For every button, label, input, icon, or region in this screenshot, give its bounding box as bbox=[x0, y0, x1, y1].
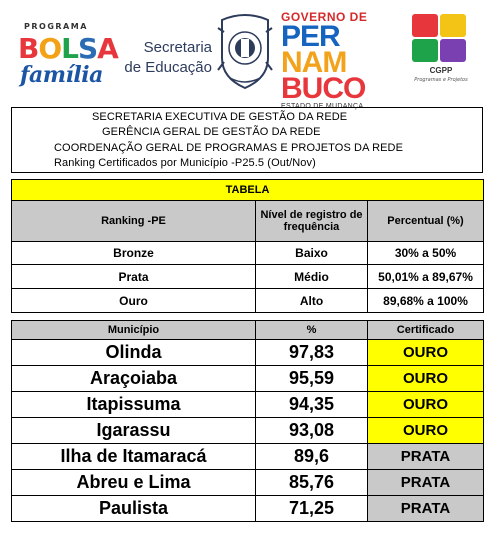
certificado-cell: PRATA bbox=[367, 443, 484, 470]
secretaria-educacao-text: Secretaria de Educação bbox=[124, 39, 212, 76]
title-line-1: SECRETARIA EXECUTIVA DE GESTÃO DA REDE bbox=[92, 111, 348, 123]
bolsa-word: BOLSA bbox=[18, 32, 119, 65]
table-row: Prata Médio 50,01% a 89,67% bbox=[11, 264, 485, 289]
municipio-cell: Araçoiaba bbox=[11, 365, 256, 392]
per-text: PER bbox=[281, 20, 341, 53]
title-line-2: GERÊNCIA GERAL DE GESTÃO DA REDE bbox=[102, 126, 321, 138]
percent-cell: 85,76 bbox=[255, 469, 368, 496]
header-percentual: Percentual (%) bbox=[366, 200, 485, 242]
table-row: Paulista 71,25 PRATA bbox=[11, 495, 484, 522]
municipio-cell: Abreu e Lima bbox=[11, 469, 256, 496]
table-row: Araçoiaba 95,59 OURO bbox=[11, 365, 484, 392]
header-percent: % bbox=[255, 320, 368, 340]
header-ranking-pe: Ranking -PE bbox=[11, 200, 256, 242]
certificado-cell: OURO bbox=[367, 417, 484, 444]
table-row: Ouro Alto 89,68% a 100% bbox=[11, 288, 485, 313]
cgpp-title: CGPP bbox=[429, 66, 453, 75]
bolsa-familia-logo: PROGRAMA BOLSA família bbox=[14, 20, 119, 90]
percent-cell: 94,35 bbox=[255, 391, 368, 418]
buco-text: BUCO bbox=[281, 72, 366, 105]
tabela-reference-table: TABELA Ranking -PE Nível de registro de … bbox=[10, 179, 485, 313]
table-row: Olinda 97,83 OURO bbox=[11, 339, 484, 366]
certificado-cell: PRATA bbox=[367, 469, 484, 496]
estado-de-mudanca-text: ESTADO DE MUDANÇA bbox=[281, 103, 364, 110]
tabela-label: TABELA bbox=[10, 179, 485, 201]
bolsa-programa-text: PROGRAMA bbox=[24, 22, 88, 31]
certificado-cell: PRATA bbox=[367, 495, 484, 522]
municipio-cell: Olinda bbox=[11, 339, 256, 366]
cgpp-subtitle: Programas e Projetos bbox=[414, 77, 468, 83]
percent-cell: 71,25 bbox=[255, 495, 368, 522]
title-line-4: Ranking Certificados por Município -P25.… bbox=[54, 157, 316, 169]
pernambuco-crest-icon bbox=[217, 14, 273, 90]
certificado-cell: OURO bbox=[367, 339, 484, 366]
percent-cell: 95,59 bbox=[255, 365, 368, 392]
governo-pernambuco-logo: GOVERNO DE PER NAM BUCO ESTADO DE MUDANÇ… bbox=[281, 10, 371, 110]
governo-text: GOVERNO DE bbox=[281, 10, 368, 24]
header-nivel-registro: Nível de registro de frequência bbox=[255, 200, 368, 242]
table-row: Abreu e Lima 85,76 PRATA bbox=[11, 469, 484, 496]
puzzle-icon bbox=[412, 14, 468, 64]
bolsa-familia-text: família bbox=[20, 62, 103, 88]
title-box: SECRETARIA EXECUTIVA DE GESTÃO DA REDE G… bbox=[11, 107, 483, 173]
table-row: Ilha de Itamaracá 89,6 PRATA bbox=[11, 443, 484, 470]
certificado-cell: OURO bbox=[367, 365, 484, 392]
table-row: Bronze Baixo 30% a 50% bbox=[11, 241, 485, 265]
percent-cell: 93,08 bbox=[255, 417, 368, 444]
table-row: Itapissuma 94,35 OURO bbox=[11, 391, 484, 418]
municipio-cell: Igarassu bbox=[11, 417, 256, 444]
municipio-cell: Ilha de Itamaracá bbox=[11, 443, 256, 470]
percent-cell: 89,6 bbox=[255, 443, 368, 470]
table-row: Igarassu 93,08 OURO bbox=[11, 417, 484, 444]
header-municipio: Município bbox=[11, 320, 256, 340]
header-certificado: Certificado bbox=[367, 320, 484, 340]
certificado-cell: OURO bbox=[367, 391, 484, 418]
municipio-cell: Paulista bbox=[11, 495, 256, 522]
title-line-3: COORDENAÇÃO GERAL DE PROGRAMAS E PROJETO… bbox=[54, 142, 404, 154]
percent-cell: 97,83 bbox=[255, 339, 368, 366]
nam-text: NAM bbox=[281, 46, 347, 79]
municipio-cell: Itapissuma bbox=[11, 391, 256, 418]
ranking-table: Município % Certificado Olinda 97,83 OUR… bbox=[11, 320, 484, 522]
cgpp-logo: CGPP Programas e Projetos bbox=[408, 14, 474, 88]
